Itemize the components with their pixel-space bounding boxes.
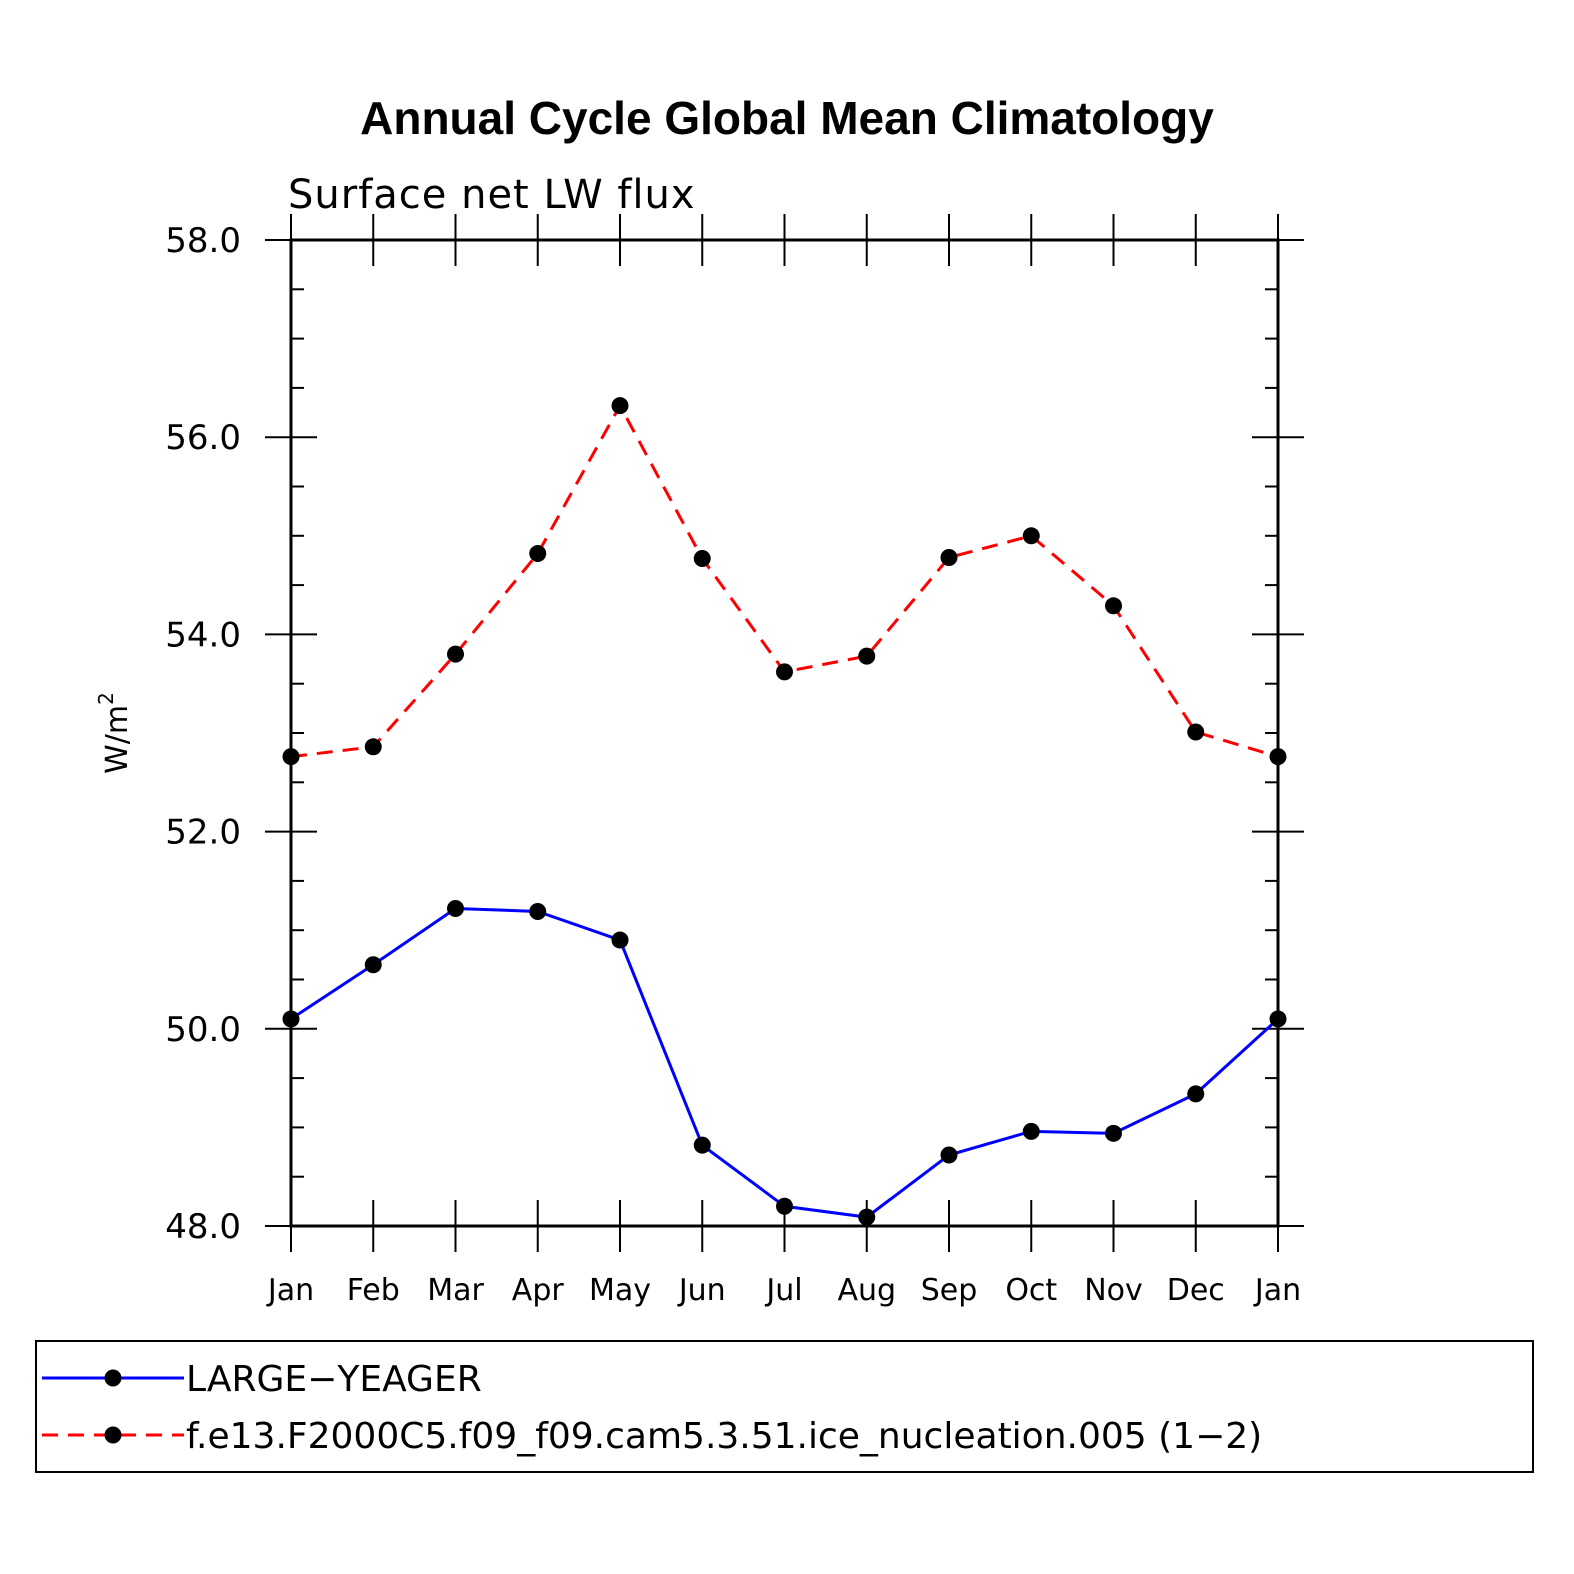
x-tick-label: Jun — [677, 1273, 726, 1308]
x-tick-label: May — [589, 1273, 651, 1308]
data-point-series-2 — [940, 548, 958, 566]
data-point-series-1 — [364, 956, 382, 974]
y-tick-labels: 48.0 50.0 52.0 54.0 56.0 58.0 — [165, 221, 241, 1247]
data-point-series-1 — [940, 1146, 958, 1164]
x-tick-label: Jan — [1253, 1273, 1301, 1308]
y-tick-label: 48.0 — [165, 1207, 241, 1247]
y-tick-label: 58.0 — [165, 221, 241, 261]
plot-frame — [289, 238, 1280, 1228]
series-markers — [282, 397, 1287, 1226]
data-point-series-2 — [693, 549, 711, 567]
x-tick-label: Feb — [347, 1273, 400, 1308]
legend-label-2: f.e13.F2000C5.f09_f09.cam5.3.51.ice_nucl… — [186, 1416, 1262, 1457]
data-point-series-2 — [447, 645, 464, 663]
legend-marker-1 — [104, 1369, 122, 1387]
data-point-series-1 — [776, 1197, 793, 1215]
legend-label-1: LARGE−YEAGER — [186, 1359, 482, 1400]
x-tick-labels: Jan Feb Mar Apr May Jun Jul Aug Sep Oct Nov Dec Jan — [266, 1273, 1301, 1308]
data-point-series-2 — [529, 545, 547, 563]
data-point-series-1 — [1105, 1124, 1122, 1142]
x-tick-label: Dec — [1167, 1273, 1225, 1308]
y-tick-label: 54.0 — [165, 615, 241, 655]
chart-title: Annual Cycle Global Mean Climatology — [360, 92, 1214, 144]
x-tick-label: Oct — [1005, 1273, 1057, 1308]
data-point-series-1 — [447, 900, 464, 918]
x-tick-label: Aug — [837, 1273, 896, 1308]
legend-box — [35, 1340, 1534, 1473]
data-point-series-1 — [693, 1136, 711, 1154]
y-axis-label-superscript: 2 — [94, 692, 118, 705]
data-point-series-1 — [858, 1208, 876, 1226]
y-axis-label: W/m2 — [94, 692, 135, 774]
legend-entries: LARGE−YEAGER f.e13.F2000C5.f09_f09.cam5.3… — [42, 1359, 1262, 1457]
y-tick-label: 50.0 — [165, 1010, 241, 1050]
x-tick-label: Jul — [764, 1273, 802, 1308]
data-point-series-2 — [1105, 597, 1122, 615]
legend-marker-2 — [104, 1426, 122, 1444]
x-tick-label: Nov — [1084, 1273, 1143, 1308]
data-point-series-2 — [1187, 723, 1205, 741]
data-point-series-2 — [611, 397, 629, 415]
data-point-series-1 — [1187, 1085, 1205, 1103]
data-point-series-2 — [858, 647, 876, 665]
data-point-series-1 — [529, 902, 547, 920]
data-point-series-2 — [776, 663, 793, 681]
x-tick-label: Apr — [512, 1273, 565, 1308]
data-point-series-2 — [1022, 527, 1040, 545]
y-axis-label-text: W/m — [100, 705, 135, 774]
x-tick-label: Mar — [427, 1273, 484, 1308]
data-point-series-2 — [364, 738, 382, 756]
chart-subtitle: Surface net LW flux — [288, 172, 696, 218]
y-tick-label: 56.0 — [165, 418, 241, 458]
data-point-series-1 — [1022, 1122, 1040, 1140]
svg-text:W/m2: W/m2 — [94, 692, 135, 774]
x-tick-label: Sep — [921, 1273, 978, 1308]
x-tick-label: Jan — [266, 1273, 314, 1308]
legend: LARGE−YEAGER f.e13.F2000C5.f09_f09.cam5.3… — [35, 1340, 1534, 1473]
data-point-series-1 — [611, 931, 629, 949]
y-tick-label: 52.0 — [165, 813, 241, 853]
